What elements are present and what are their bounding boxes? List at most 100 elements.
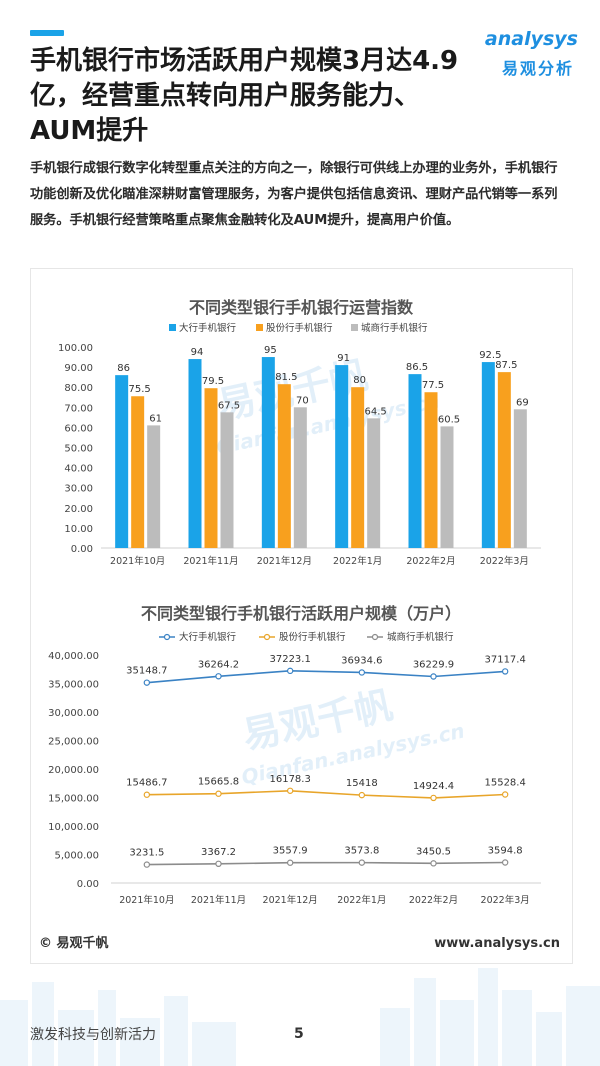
line-y-tick-label: 40,000.00 [48, 651, 99, 662]
bar [188, 359, 202, 548]
line-data-label: 36934.6 [341, 655, 382, 666]
bar [440, 426, 454, 548]
line-data-label: 15528.4 [484, 777, 525, 788]
bar [115, 375, 129, 548]
bar [351, 387, 365, 548]
bar-data-label: 95 [264, 345, 277, 356]
line-data-label: 16178.3 [269, 774, 310, 785]
line-series [146, 670, 506, 684]
bar-data-label: 60.5 [438, 414, 460, 425]
bar-data-label: 79.5 [202, 376, 224, 387]
line-legend-label: 股份行手机银行 [279, 631, 346, 643]
bar-x-tick-label: 2021年12月 [257, 555, 312, 567]
bar-x-tick-label: 2022年1月 [333, 555, 382, 567]
line-point [286, 787, 294, 794]
line-data-label: 36229.9 [413, 659, 454, 670]
line-x-tick-label: 2022年2月 [409, 894, 458, 906]
bar-data-label: 80 [353, 375, 366, 386]
line-data-label: 3231.5 [129, 848, 164, 859]
bar [367, 418, 381, 548]
line-y-tick-label: 35,000.00 [48, 680, 99, 691]
bar [204, 388, 218, 548]
bar-data-label: 77.5 [422, 380, 444, 391]
line-y-tick-label: 0.00 [77, 879, 99, 890]
bar-data-label: 91 [337, 353, 350, 364]
line-point [286, 667, 294, 675]
bar-data-label: 61 [149, 413, 162, 424]
bar-data-label: 92.5 [479, 350, 501, 361]
bar-x-tick-label: 2021年11月 [183, 555, 238, 567]
line-point [215, 673, 222, 680]
bar-data-label: 75.5 [129, 384, 151, 395]
line-point [215, 860, 222, 868]
page-slogan: 激发科技与创新活力 [30, 1027, 156, 1043]
line-series [146, 789, 506, 799]
line-point [501, 791, 509, 798]
line-legend-marker [163, 633, 171, 641]
bar-x-tick-label: 2022年3月 [480, 555, 529, 567]
bar-data-label: 87.5 [495, 360, 517, 371]
bar-chart-title: 不同类型银行手机银行运营指数 [189, 298, 414, 317]
bar [513, 409, 527, 548]
analysys-logo: analysys 易观分析 [468, 28, 578, 80]
line-y-tick-label: 10,000.00 [48, 822, 99, 833]
line-point [286, 859, 294, 866]
bar-data-label: 81.5 [275, 372, 297, 383]
line-data-label: 37223.1 [269, 654, 310, 665]
bar-y-tick-label: 20.00 [64, 504, 93, 515]
website-label: www.analysys.cn [434, 936, 560, 951]
line-point [501, 668, 509, 675]
line-data-label: 3594.8 [488, 846, 523, 857]
bar-y-tick-label: 100.00 [58, 343, 93, 354]
bar-y-tick-label: 30.00 [64, 484, 93, 495]
line-point [358, 859, 366, 866]
bar [277, 384, 291, 548]
bar-legend-swatch [351, 324, 358, 331]
line-data-label: 14924.4 [413, 781, 454, 792]
line-x-tick-label: 2022年1月 [337, 894, 386, 906]
line-data-label: 3573.8 [344, 846, 379, 857]
line-point [430, 794, 437, 802]
line-data-label: 15418 [346, 778, 378, 789]
charts-canvas: 易观千帆Qianfan.analysys.cn易观千帆Qianfan.analy… [48, 298, 541, 906]
city-skyline-decoration [0, 968, 600, 1066]
line-data-label: 35148.7 [126, 666, 167, 677]
bar-data-label: 86.5 [406, 362, 428, 373]
line-data-label: 15665.8 [198, 777, 239, 788]
bar-data-label: 69 [516, 397, 529, 408]
logo-english: analysys [484, 28, 578, 50]
line-point [501, 859, 509, 866]
bar [147, 425, 161, 548]
bar-legend-label: 股份行手机银行 [266, 322, 333, 334]
line-series [146, 861, 506, 866]
intro-paragraph: 手机银行成银行数字化转型重点关注的方向之一，除银行可供线上办理的业务外，手机银行… [30, 161, 558, 228]
copyright-label: © 易观千帆 [39, 936, 109, 951]
bar [424, 392, 438, 548]
bar-y-tick-label: 40.00 [64, 464, 93, 475]
page-headline: 手机银行市场活跃用户规模3月达4.9亿，经营重点转向用户服务能力、AUM提升 [30, 46, 459, 146]
line-y-tick-label: 25,000.00 [48, 737, 99, 748]
line-x-tick-label: 2022年3月 [481, 894, 530, 906]
line-point [143, 861, 151, 868]
line-data-label: 3367.2 [201, 847, 236, 858]
line-legend-label: 城商行手机银行 [387, 631, 454, 643]
line-point [143, 679, 151, 686]
bar-legend-label: 城商行手机银行 [361, 322, 428, 334]
bar-data-label: 67.5 [218, 400, 240, 411]
chart-card: 易观千帆 Qianfan.analysys.cn 易观千帆 Qianfan.analy… [30, 268, 573, 964]
bar [261, 357, 275, 548]
line-point [143, 791, 151, 798]
bar [335, 365, 349, 548]
bar-legend-label: 大行手机银行 [179, 322, 237, 334]
bar-x-tick-label: 2021年10月 [110, 555, 165, 567]
page-number: 5 [294, 1026, 304, 1042]
bar-legend-swatch [256, 324, 263, 331]
bar-data-label: 86 [117, 363, 130, 374]
line-point [358, 791, 366, 799]
bar [293, 407, 307, 548]
line-y-tick-label: 30,000.00 [48, 708, 99, 719]
line-y-tick-label: 20,000.00 [48, 765, 99, 776]
bar-data-label: 70 [296, 395, 309, 406]
bar [408, 374, 422, 548]
line-data-label: 3557.9 [273, 846, 308, 857]
